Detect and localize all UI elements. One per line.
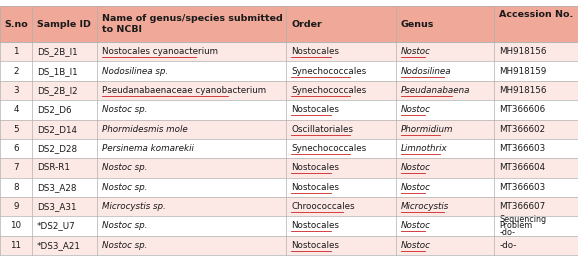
- Bar: [0, 158, 578, 178]
- Text: 8: 8: [13, 183, 18, 192]
- Text: DS2_D14: DS2_D14: [37, 125, 77, 134]
- Text: MT366603: MT366603: [499, 183, 546, 192]
- Text: 7: 7: [13, 163, 18, 172]
- Text: Nostocales: Nostocales: [291, 47, 339, 56]
- Text: Synechococcales: Synechococcales: [291, 144, 366, 153]
- Text: Phormidium: Phormidium: [401, 125, 454, 134]
- Text: MH918156: MH918156: [499, 86, 547, 95]
- Bar: [0, 100, 578, 119]
- Text: Oscillatoriales: Oscillatoriales: [291, 125, 353, 134]
- Text: Name of genus/species submitted
to NCBI: Name of genus/species submitted to NCBI: [102, 14, 283, 34]
- Bar: [0, 42, 578, 61]
- Text: Synechococcales: Synechococcales: [291, 67, 366, 76]
- Text: 9: 9: [13, 202, 18, 211]
- Text: MT366607: MT366607: [499, 202, 546, 211]
- Text: Nostocales cyanoacterium: Nostocales cyanoacterium: [102, 47, 218, 56]
- Text: Nostocales: Nostocales: [291, 183, 339, 192]
- Text: DS_2B_I2: DS_2B_I2: [37, 86, 77, 95]
- Text: Synechococcales: Synechococcales: [291, 86, 366, 95]
- Text: Limnothrix: Limnothrix: [401, 144, 447, 153]
- Text: Nostoc sp.: Nostoc sp.: [102, 105, 147, 114]
- Text: Nostocales: Nostocales: [291, 105, 339, 114]
- Text: Phormidesmis mole: Phormidesmis mole: [102, 125, 188, 134]
- Text: Nodosilinea: Nodosilinea: [401, 67, 451, 76]
- Bar: [0, 236, 578, 255]
- Text: 11: 11: [10, 241, 21, 250]
- Text: Nostocales: Nostocales: [291, 163, 339, 172]
- Text: DSR-R1: DSR-R1: [37, 163, 70, 172]
- Bar: [0, 139, 578, 158]
- Text: DS_1B_I1: DS_1B_I1: [37, 67, 77, 76]
- Text: Nostoc: Nostoc: [401, 221, 431, 231]
- Text: Nostoc: Nostoc: [401, 183, 431, 192]
- Text: Persinema komarekii: Persinema komarekii: [102, 144, 194, 153]
- Text: Genus: Genus: [401, 19, 434, 28]
- Text: Microcystis: Microcystis: [401, 202, 449, 211]
- Text: DS3_A31: DS3_A31: [37, 202, 76, 211]
- Text: Problem: Problem: [499, 221, 532, 231]
- Text: Sample ID: Sample ID: [37, 19, 91, 28]
- Text: 5: 5: [13, 125, 18, 134]
- Text: Sequencing: Sequencing: [499, 215, 546, 224]
- Text: Order: Order: [291, 19, 322, 28]
- Text: Nostoc: Nostoc: [401, 47, 431, 56]
- Bar: [0, 216, 578, 236]
- Text: Accession No.: Accession No.: [499, 10, 573, 19]
- Text: MH918156: MH918156: [499, 47, 547, 56]
- Text: MT366606: MT366606: [499, 105, 546, 114]
- Text: 10: 10: [10, 221, 21, 231]
- Text: MH918159: MH918159: [499, 67, 547, 76]
- Text: Nostoc sp.: Nostoc sp.: [102, 183, 147, 192]
- Text: Nostoc sp.: Nostoc sp.: [102, 163, 147, 172]
- Bar: [0, 119, 578, 139]
- Text: *DS2_U7: *DS2_U7: [37, 221, 76, 231]
- Text: 2: 2: [13, 67, 18, 76]
- Text: Nostoc sp.: Nostoc sp.: [102, 241, 147, 250]
- Bar: [0, 178, 578, 197]
- Text: MT366603: MT366603: [499, 144, 546, 153]
- Text: Nodosilinea sp.: Nodosilinea sp.: [102, 67, 168, 76]
- Text: Nostoc: Nostoc: [401, 163, 431, 172]
- Bar: [0, 197, 578, 216]
- Bar: [0, 61, 578, 81]
- Text: Microcystis sp.: Microcystis sp.: [102, 202, 166, 211]
- Text: Pseudanabaena: Pseudanabaena: [401, 86, 470, 95]
- Text: 4: 4: [13, 105, 18, 114]
- Text: 3: 3: [13, 86, 18, 95]
- Text: 1: 1: [13, 47, 18, 56]
- Text: Nostoc: Nostoc: [401, 105, 431, 114]
- Bar: [0, 81, 578, 100]
- Bar: [0, 6, 578, 42]
- Text: 6: 6: [13, 144, 18, 153]
- Text: Chroococcales: Chroococcales: [291, 202, 355, 211]
- Text: Pseudanabaenaceae cyanobacterium: Pseudanabaenaceae cyanobacterium: [102, 86, 266, 95]
- Text: -do-: -do-: [499, 241, 517, 250]
- Text: DS3_A28: DS3_A28: [37, 183, 76, 192]
- Text: Nostocales: Nostocales: [291, 241, 339, 250]
- Text: DS_2B_I1: DS_2B_I1: [37, 47, 77, 56]
- Text: MT366602: MT366602: [499, 125, 546, 134]
- Text: *DS3_A21: *DS3_A21: [37, 241, 81, 250]
- Text: MT366604: MT366604: [499, 163, 546, 172]
- Text: Nostoc sp.: Nostoc sp.: [102, 221, 147, 231]
- Text: Nostocales: Nostocales: [291, 221, 339, 231]
- Text: Nostoc: Nostoc: [401, 241, 431, 250]
- Text: DS2_D6: DS2_D6: [37, 105, 72, 114]
- Text: S.no: S.no: [4, 19, 28, 28]
- Text: DS2_D28: DS2_D28: [37, 144, 77, 153]
- Text: -do-: -do-: [499, 228, 516, 237]
